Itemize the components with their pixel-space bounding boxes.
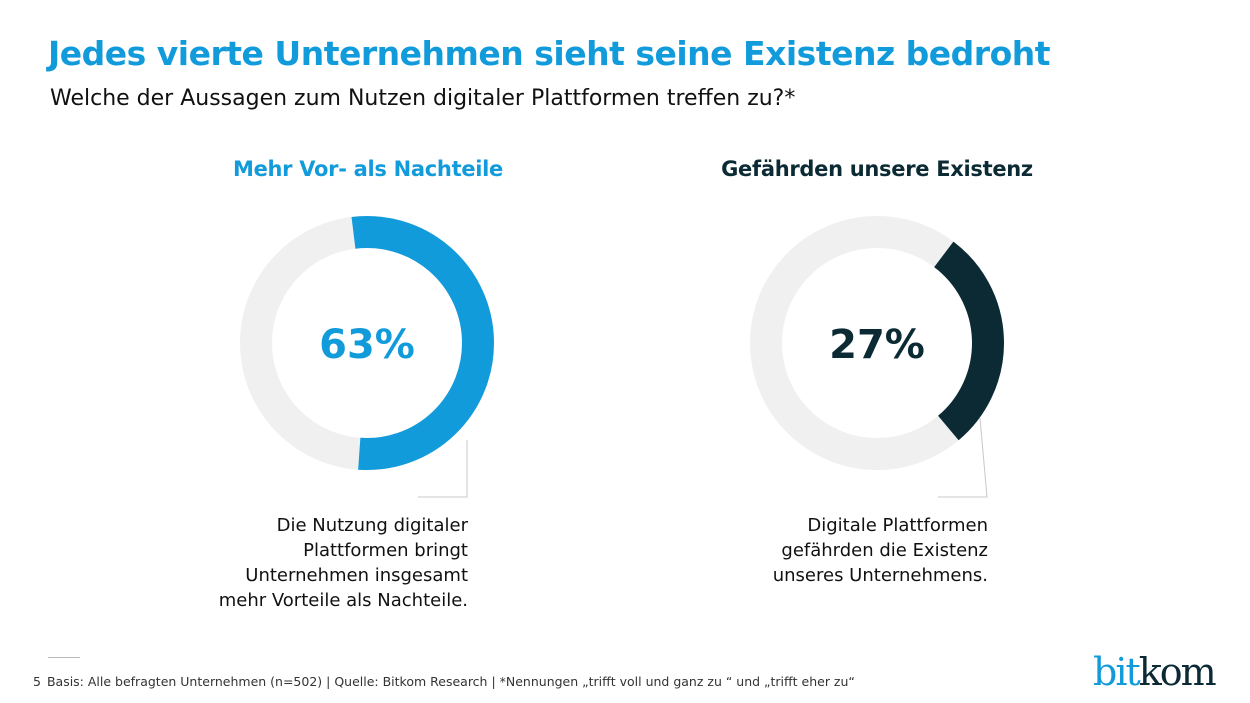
desc-line: Digitale Plattformen (807, 515, 988, 536)
desc-line: Unternehmen insgesamt (245, 565, 468, 586)
value-label: 63% (319, 322, 415, 368)
chart1-title: Mehr Vor- als Nachteile (232, 157, 504, 181)
footer: 5 Basis: Alle befragten Unternehmen (n=50… (33, 674, 855, 689)
desc-line: Plattformen bringt (303, 540, 468, 561)
footer-divider (48, 657, 80, 658)
value-label: 27% (829, 322, 925, 368)
chart1-description: Die Nutzung digitaler Plattformen bringt… (168, 513, 468, 613)
footer-source: Basis: Alle befragten Unternehmen (n=502… (46, 674, 855, 689)
desc-line: mehr Vorteile als Nachteile. (218, 590, 468, 611)
desc-line: gefährden die Existenz (781, 540, 988, 561)
bitkom-logo: bitkom (1093, 650, 1217, 694)
leader-line (938, 417, 988, 498)
page-subtitle: Welche der Aussagen zum Nutzen digitaler… (50, 86, 796, 111)
chart2-description: Digitale Plattformen gefährden die Exist… (688, 513, 988, 588)
page-number: 5 (33, 674, 41, 689)
desc-line: Die Nutzung digitaler (276, 515, 468, 536)
donut-value-arc (933, 241, 1004, 441)
page-title: Jedes vierte Unternehmen sieht seine Exi… (48, 34, 1051, 73)
chart2-title: Gefährden unsere Existenz (721, 157, 1033, 181)
desc-line: unseres Unternehmens. (772, 565, 988, 586)
leader-line (418, 440, 468, 498)
donut-value-arc (351, 216, 494, 470)
